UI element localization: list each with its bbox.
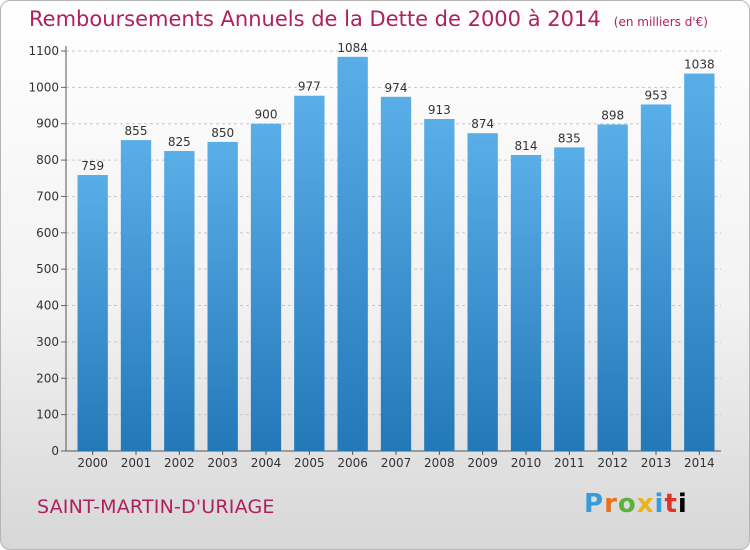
proxiti-logo: Proxiti [584, 489, 688, 519]
bar-2000 [77, 175, 108, 451]
bar-2014 [684, 73, 715, 451]
bar-2005 [294, 95, 325, 452]
y-tick-label: 1100 [28, 44, 59, 58]
bar-2012 [597, 124, 628, 452]
data-label-2007: 974 [385, 81, 408, 95]
y-tick-label: 100 [36, 408, 59, 422]
y-tick-label: 0 [51, 444, 59, 458]
data-label-2006: 1084 [337, 41, 368, 55]
y-tick-label: 1000 [28, 80, 59, 94]
x-tick-label: 2004 [251, 456, 282, 470]
y-tick-label: 500 [36, 262, 59, 276]
chart-title-text: Remboursements Annuels de la Dette de 20… [29, 7, 601, 31]
bar-2003 [207, 141, 238, 451]
x-tick-label: 2013 [641, 456, 672, 470]
x-tick-label: 2005 [294, 456, 325, 470]
y-tick-label: 300 [36, 335, 59, 349]
data-label-2014: 1038 [684, 58, 715, 72]
data-label-2000: 759 [81, 159, 104, 173]
bar-2001 [120, 140, 152, 451]
x-tick-label: 2000 [77, 456, 108, 470]
data-label-2008: 913 [428, 103, 451, 117]
bar-2007 [380, 96, 412, 452]
y-tick-label: 600 [36, 226, 59, 240]
x-tick-label: 2001 [121, 456, 152, 470]
bar-2002 [164, 151, 195, 451]
data-label-2013: 953 [645, 88, 668, 102]
x-tick-label: 2010 [511, 456, 542, 470]
x-tick-label: 2008 [424, 456, 455, 470]
x-tick-label: 2014 [684, 456, 715, 470]
unit-note: (en milliers d'€) [613, 15, 708, 29]
x-tick-label: 2006 [337, 456, 368, 470]
data-label-2001: 855 [125, 124, 148, 138]
data-label-2009: 874 [471, 117, 494, 131]
data-label-2005: 977 [298, 80, 321, 94]
x-tick-label: 2002 [164, 456, 195, 470]
bars [77, 56, 715, 452]
bar-2011 [554, 147, 585, 451]
x-tick-label: 2007 [381, 456, 412, 470]
data-label-2010: 814 [515, 139, 538, 153]
bar-2008 [424, 119, 455, 451]
y-tick-label: 900 [36, 117, 59, 131]
commune-name: SAINT-MARTIN-D'URIAGE [37, 496, 275, 518]
chart-title: Remboursements Annuels de la Dette de 20… [29, 7, 708, 31]
data-label-2004: 900 [255, 108, 278, 122]
data-label-2012: 898 [601, 108, 624, 122]
bar-2013 [640, 104, 672, 452]
data-label-2002: 825 [168, 135, 191, 149]
x-tick-label: 2009 [467, 456, 498, 470]
x-tick-label: 2003 [207, 456, 238, 470]
y-tick-label: 800 [36, 153, 59, 167]
x-tick-label: 2012 [597, 456, 628, 470]
x-tick-label: 2011 [554, 456, 585, 470]
y-tick-label: 400 [36, 299, 59, 313]
bar-2010 [510, 155, 542, 451]
y-tick-label: 200 [36, 371, 59, 385]
bar-2006 [337, 56, 368, 452]
bar-2009 [467, 133, 498, 451]
data-label-2003: 850 [211, 126, 234, 140]
data-labels: 759 855 825 850 900 977 1084 974 913 874 814 835 898… [81, 41, 714, 173]
bar-2004 [250, 123, 282, 452]
data-label-2011: 835 [558, 131, 581, 145]
y-tick-label: 700 [36, 189, 59, 203]
